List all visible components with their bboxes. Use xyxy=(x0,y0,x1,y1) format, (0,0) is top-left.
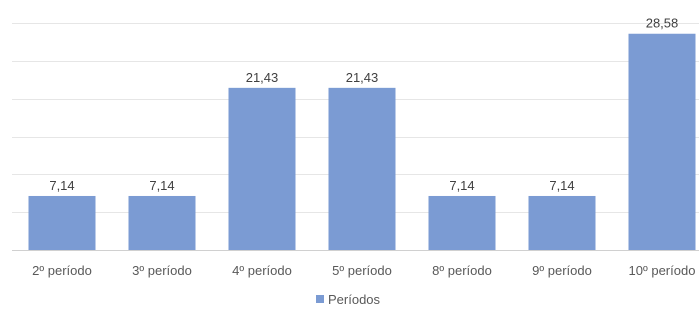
x-tick-label-5: 8º período xyxy=(432,263,492,278)
data-label-5: 7,14 xyxy=(449,178,474,193)
data-label-1: 7,14 xyxy=(49,178,74,193)
data-labels: 7,14 7,14 21,43 21,43 7,14 7,14 28,58 xyxy=(49,16,678,193)
legend: Períodos xyxy=(316,292,381,307)
bar-2 xyxy=(128,195,196,250)
x-tick-label-6: 9º período xyxy=(532,263,592,278)
x-tick-label-4: 5º período xyxy=(332,263,392,278)
data-label-3: 21,43 xyxy=(246,70,279,85)
x-tick-label-1: 2º período xyxy=(32,263,92,278)
bar-6 xyxy=(528,195,596,250)
bar-5 xyxy=(428,195,496,250)
data-label-6: 7,14 xyxy=(549,178,574,193)
data-label-7: 28,58 xyxy=(646,16,679,31)
legend-label-periodos: Períodos xyxy=(328,292,381,307)
bar-7 xyxy=(628,33,696,251)
legend-swatch-periodos xyxy=(316,295,324,303)
bar-3 xyxy=(228,87,296,250)
bar-4 xyxy=(328,87,396,250)
bar-1 xyxy=(28,195,96,250)
x-tick-labels: 2º período 3º período 4º período 5º período… xyxy=(32,263,695,278)
x-tick-label-2: 3º período xyxy=(132,263,192,278)
data-label-4: 21,43 xyxy=(346,70,379,85)
data-label-2: 7,14 xyxy=(149,178,174,193)
bars xyxy=(28,33,696,251)
x-tick-label-7: 10º período xyxy=(629,263,696,278)
x-tick-label-3: 4º período xyxy=(232,263,292,278)
